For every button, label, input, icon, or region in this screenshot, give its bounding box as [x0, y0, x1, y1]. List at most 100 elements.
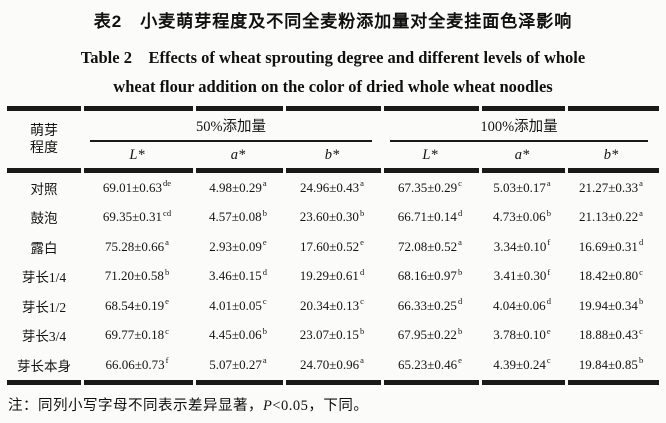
column-tick: [479, 106, 482, 111]
table-row: 露白 75.28±0.66a 2.93±0.09e 17.60±0.52e 72…: [7, 232, 659, 262]
table-row: 对照 69.01±0.63de 4.98±0.29a 24.96±0.43a 6…: [7, 173, 659, 203]
table-row: 芽长本身 66.06±0.73f 5.07±0.27a 24.70±0.96a …: [7, 350, 659, 380]
value-cell: 67.35±0.29c: [398, 178, 462, 195]
table-footnote: 注：同列小写字母不同表示差异显著，P<0.05，下同。: [8, 394, 666, 415]
value-cell: 18.42±0.80c: [579, 266, 643, 284]
column-tick: [479, 168, 482, 173]
column-tick: [283, 379, 286, 385]
column-tick: [81, 168, 84, 173]
value-cell: 5.07±0.27a: [209, 355, 267, 372]
footnote-text-suffix: <0.05，下同。: [272, 397, 369, 414]
value-cell: 69.01±0.63de: [102, 178, 172, 195]
value-cell: 21.13±0.22a: [579, 207, 643, 225]
value-cell: 4.45±0.06b: [209, 325, 267, 343]
table-title-en-line1: Table 2 Effects of wheat sprouting degre…: [80, 48, 586, 67]
row-header-label: 萌芽 程度: [7, 111, 81, 168]
value-cell: 19.29±0.61d: [299, 266, 365, 284]
value-cell: 69.77±0.18c: [105, 325, 169, 343]
value-cell: 21.27±0.33a: [579, 178, 643, 195]
row-label: 露白: [30, 240, 58, 256]
column-tick: [193, 168, 196, 173]
column-header-b-50: b*: [324, 146, 340, 163]
footnote-text: 注：同列小写字母不同表示差异显著，: [8, 397, 263, 414]
table-title-zh: 表2 小麦萌芽程度及不同全麦粉添加量对全麦挂面色泽影响: [93, 12, 573, 31]
footnote-p-symbol: P: [263, 397, 273, 414]
value-cell: 66.06±0.73f: [105, 355, 169, 372]
value-cell: 3.78±0.10e: [493, 325, 551, 343]
column-header-a-50: a*: [230, 146, 246, 163]
data-table: 萌芽 程度 50%添加量 100%添加量 L* a* b* L* a* b* 对…: [7, 106, 659, 385]
value-cell: 3.34±0.10f: [493, 237, 551, 254]
column-tick: [81, 106, 84, 111]
value-cell: 67.95±0.22b: [397, 325, 463, 343]
value-cell: 5.03±0.17a: [493, 178, 551, 195]
column-group-50pct: 50%添加量: [90, 111, 372, 142]
value-cell: 4.57±0.08b: [209, 207, 267, 225]
column-header-b-100: b*: [603, 146, 619, 163]
row-label: 芽长1/2: [21, 299, 67, 315]
value-cell: 66.33±0.25d: [397, 296, 463, 313]
value-cell: 23.60±0.30b: [299, 207, 365, 225]
row-label: 鼓泡: [30, 211, 58, 227]
value-cell: 4.04±0.06d: [493, 296, 551, 313]
value-cell: 19.94±0.34b: [578, 296, 644, 313]
value-cell: 4.98±0.29a: [209, 178, 267, 195]
table-row: 芽长1/4 71.20±0.58b 3.46±0.15d 19.29±0.61d…: [7, 262, 659, 292]
table-title-en: Table 2 Effects of wheat sprouting degre…: [0, 43, 666, 101]
value-cell: 65.23±0.46e: [398, 355, 462, 372]
column-tick: [479, 379, 482, 385]
value-cell: 69.35±0.31cd: [102, 207, 172, 225]
table-rule-mid: [7, 168, 659, 173]
value-cell: 24.96±0.43a: [300, 178, 364, 195]
row-label: 芽长3/4: [21, 329, 67, 345]
row-header-line2: 程度: [30, 140, 58, 156]
table-row: 芽长3/4 69.77±0.18c 4.45±0.06b 23.07±0.15b…: [7, 321, 659, 351]
column-tick: [565, 168, 568, 173]
column-tick: [283, 168, 286, 173]
value-cell: 71.20±0.58b: [104, 266, 170, 284]
value-cell: 23.07±0.15b: [299, 325, 365, 343]
row-header-line1: 萌芽: [30, 123, 58, 139]
table-title-en-line2: wheat flour addition on the color of dri…: [113, 77, 553, 96]
value-cell: 4.39±0.24c: [493, 355, 551, 372]
value-cell: 3.41±0.30f: [493, 266, 551, 284]
value-cell: 19.84±0.85b: [578, 355, 644, 372]
table-row: 鼓泡 69.35±0.31cd 4.57±0.08b 23.60±0.30b 6…: [7, 203, 659, 233]
column-tick: [565, 379, 568, 385]
table-rule-top: [7, 106, 659, 111]
column-header-a-100: a*: [514, 146, 530, 163]
value-cell: 66.71±0.14d: [397, 207, 463, 225]
table-body: 对照 69.01±0.63de 4.98±0.29a 24.96±0.43a 6…: [7, 173, 659, 380]
value-cell: 72.08±0.52a: [398, 237, 462, 254]
column-header-L-50: L*: [129, 146, 145, 163]
value-cell: 68.16±0.97b: [397, 266, 463, 284]
table-row: 芽长1/2 68.54±0.19e 4.01±0.05c 20.34±0.13c…: [7, 291, 659, 321]
column-tick: [283, 106, 286, 111]
column-tick: [193, 379, 196, 385]
value-cell: 20.34±0.13c: [300, 296, 364, 313]
column-tick: [193, 106, 196, 111]
value-cell: 24.70±0.96a: [300, 355, 364, 372]
value-cell: 17.60±0.52e: [300, 237, 364, 254]
table-header: 萌芽 程度 50%添加量 100%添加量 L* a* b* L* a* b*: [7, 111, 659, 168]
row-label: 对照: [30, 181, 58, 197]
value-cell: 16.69±0.31d: [578, 237, 644, 254]
value-cell: 68.54±0.19e: [105, 296, 169, 313]
column-tick: [565, 106, 568, 111]
value-cell: 18.88±0.43c: [579, 325, 643, 343]
column-tick: [381, 106, 384, 111]
row-label: 芽长1/4: [21, 270, 67, 286]
column-tick: [81, 379, 84, 385]
value-cell: 75.28±0.66a: [105, 237, 169, 254]
value-cell: 4.01±0.05c: [209, 296, 267, 313]
column-tick: [381, 379, 384, 385]
column-header-L-100: L*: [422, 146, 438, 163]
value-cell: 4.73±0.06b: [493, 207, 551, 225]
value-cell: 3.46±0.15d: [209, 266, 267, 284]
row-label: 芽长本身: [17, 358, 71, 374]
value-cell: 2.93±0.09e: [209, 237, 267, 254]
table-rule-bottom: [7, 379, 659, 385]
column-group-100pct: 100%添加量: [390, 111, 648, 142]
column-tick: [381, 168, 384, 173]
